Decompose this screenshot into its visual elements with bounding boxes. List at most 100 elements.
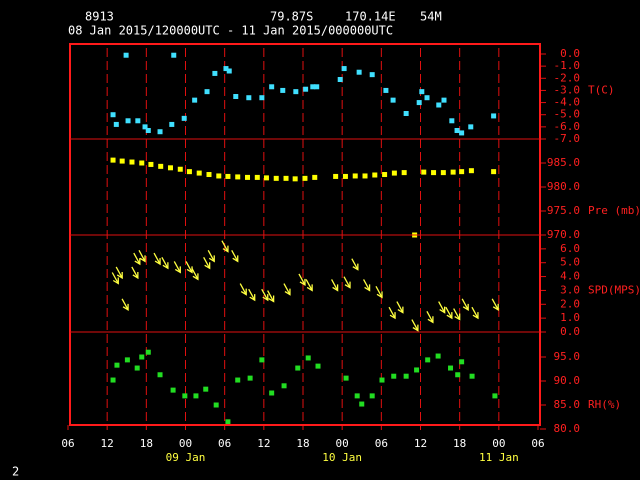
arrow-shaft bbox=[375, 286, 383, 298]
arrow-shaft bbox=[261, 288, 269, 301]
wind-arrow bbox=[131, 266, 139, 280]
arrow-head bbox=[389, 312, 396, 320]
period: 08 Jan 2015/120000UTC - 11 Jan 2015/0000… bbox=[68, 24, 393, 38]
longitude: 170.14E bbox=[345, 10, 396, 24]
arrow-head bbox=[352, 263, 359, 271]
y-tick-label: 90.0 bbox=[554, 374, 581, 387]
point bbox=[305, 355, 311, 361]
arrow-head bbox=[132, 271, 139, 280]
point bbox=[157, 372, 163, 378]
arrow-shaft bbox=[411, 319, 419, 331]
point bbox=[356, 69, 362, 75]
wind-arrow bbox=[491, 298, 499, 311]
y-tick-label: -5.0 bbox=[554, 108, 581, 121]
wind-arrow bbox=[161, 256, 169, 270]
point bbox=[425, 357, 431, 363]
point bbox=[123, 52, 129, 58]
point bbox=[269, 390, 275, 396]
wind-arrow bbox=[471, 306, 479, 320]
arrow-head bbox=[299, 278, 306, 287]
wind-arrow bbox=[411, 319, 419, 332]
wind-arrow bbox=[191, 268, 199, 281]
point bbox=[359, 401, 365, 407]
point bbox=[448, 365, 454, 371]
arrow-shaft bbox=[396, 301, 404, 313]
arrow-head bbox=[122, 303, 129, 311]
wind-arrow bbox=[343, 276, 351, 289]
point bbox=[369, 72, 375, 78]
wind-arrow bbox=[453, 308, 461, 321]
wind-arrow bbox=[207, 250, 215, 263]
point bbox=[382, 172, 388, 178]
arrow-shaft bbox=[161, 256, 169, 269]
point bbox=[459, 130, 465, 136]
point bbox=[491, 113, 497, 119]
arrow-shaft bbox=[138, 250, 146, 262]
arrow-shaft bbox=[131, 266, 139, 279]
arrow-head bbox=[344, 281, 351, 289]
y-tick-label: -2.0 bbox=[554, 71, 581, 84]
point bbox=[203, 386, 209, 392]
arrow-head bbox=[162, 262, 169, 270]
wind-arrow bbox=[239, 283, 247, 296]
point bbox=[449, 118, 455, 124]
x-tick-label: 00 bbox=[492, 437, 505, 450]
point bbox=[139, 160, 145, 166]
point bbox=[196, 170, 202, 176]
point bbox=[129, 159, 135, 165]
point bbox=[223, 66, 229, 72]
wind-arrow bbox=[173, 261, 181, 274]
y-tick-label: 0.0 bbox=[560, 47, 580, 60]
wind-arrow bbox=[115, 266, 123, 280]
y-tick-label: 1.0 bbox=[560, 311, 580, 324]
y-tick-label: 95.0 bbox=[554, 350, 581, 363]
arrow-shaft bbox=[239, 283, 247, 295]
point bbox=[431, 170, 437, 176]
arrow-head bbox=[364, 284, 371, 292]
arrow-head bbox=[134, 258, 141, 266]
y-tick-label: 80.0 bbox=[554, 422, 581, 435]
arrow-shaft bbox=[438, 301, 446, 313]
x-tick-label: 06 bbox=[218, 437, 231, 450]
point bbox=[225, 173, 231, 179]
point bbox=[416, 100, 422, 106]
point bbox=[216, 173, 222, 179]
arrow-shaft bbox=[111, 272, 119, 284]
point bbox=[441, 97, 447, 103]
wind-arrow bbox=[426, 310, 434, 324]
y-tick-label: 3.0 bbox=[560, 283, 580, 296]
arrow-head bbox=[332, 284, 339, 292]
wind-arrow bbox=[305, 279, 313, 292]
point bbox=[468, 168, 474, 174]
point bbox=[263, 175, 269, 181]
arrow-head bbox=[208, 255, 215, 263]
arrow-head bbox=[240, 288, 247, 296]
x-tick-label: 06 bbox=[531, 437, 544, 450]
y-tick-label: 985.0 bbox=[547, 156, 580, 169]
wind-arrow bbox=[445, 306, 453, 320]
point bbox=[419, 89, 425, 95]
point bbox=[436, 102, 442, 108]
arrow-shaft bbox=[351, 258, 359, 270]
wind-arrow bbox=[221, 240, 229, 253]
page-number: 2 bbox=[12, 465, 19, 479]
y-tick-label: -6.0 bbox=[554, 120, 581, 133]
y-tick-label: 4.0 bbox=[560, 270, 580, 283]
arrow-head bbox=[397, 306, 404, 314]
x-tick-label: 18 bbox=[140, 437, 153, 450]
arrow-head bbox=[192, 273, 199, 281]
arrow-shaft bbox=[248, 288, 256, 301]
x-tick-label: 18 bbox=[296, 437, 309, 450]
arrow-shaft bbox=[191, 268, 199, 280]
arrow-head bbox=[249, 294, 256, 302]
arrow-shaft bbox=[491, 298, 499, 311]
point bbox=[182, 393, 188, 399]
arrow-head bbox=[454, 313, 461, 321]
point bbox=[169, 121, 175, 127]
point bbox=[403, 373, 409, 379]
y-tick-label: 970.0 bbox=[547, 228, 580, 241]
point bbox=[414, 367, 420, 373]
point bbox=[213, 402, 219, 408]
arrow-head bbox=[376, 291, 383, 299]
wind-arrow bbox=[248, 288, 256, 302]
